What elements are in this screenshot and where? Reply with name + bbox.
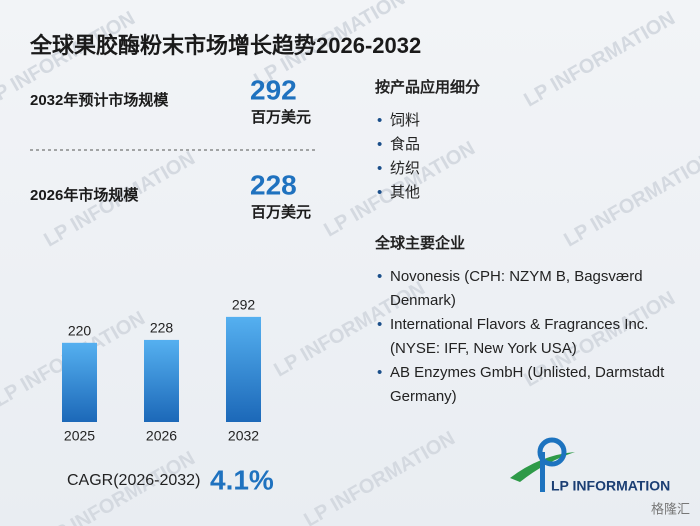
logo-stem [540,452,545,492]
companies-heading: 全球主要企业 [375,235,466,252]
cagr-value: 4.1% [210,464,274,495]
stat-unit: 百万美元 [251,108,311,126]
bar [226,316,261,422]
value-label: 228 [150,320,174,336]
source-mark: 格隆汇 [651,501,690,516]
segments-list: 饲料食品纺织其他 [375,109,685,205]
logo-text: LP INFORMATION [551,478,670,494]
stat-label: 2032年预计市场规模 [30,91,169,109]
segment-item: 其他 [377,181,685,205]
x-tick-label: 2025 [64,428,95,444]
logo-swoosh [510,452,575,482]
bar [144,339,179,422]
bar [62,342,97,422]
logo: LP INFORMATION [510,437,670,494]
value-label: 292 [232,297,256,313]
companies-list: Novonesis (CPH: NZYM B, Bagsværd Denmark… [375,265,685,409]
value-label: 220 [68,323,92,339]
x-tick-label: 2026 [146,428,177,444]
segments-heading: 按产品应用细分 [375,79,481,96]
company-item: Novonesis (CPH: NZYM B, Bagsværd Denmark… [377,265,685,313]
company-item: AB Enzymes GmbH (Unlisted, Darmstadt Ger… [377,361,685,409]
segments: 按产品应用细分 饲料食品纺织其他 [375,76,685,205]
cagr-label: CAGR(2026-2032) [67,472,200,489]
stat-label: 2026年市场规模 [30,186,139,204]
segment-item: 纺织 [377,157,685,181]
watermark: LP INFORMATION [300,427,459,526]
x-tick-label: 2032 [228,428,259,444]
stat-value: 228 [250,169,297,200]
stat-value: 292 [250,74,297,105]
companies: 全球主要企业 Novonesis (CPH: NZYM B, Bagsværd … [375,232,685,409]
segment-item: 食品 [377,133,685,157]
title: 全球果胶酶粉末市场增长趋势2026-2032 [29,33,421,58]
stat-unit: 百万美元 [251,203,311,221]
company-item: International Flavors & Fragrances Inc. … [377,313,685,361]
segment-item: 饲料 [377,109,685,133]
